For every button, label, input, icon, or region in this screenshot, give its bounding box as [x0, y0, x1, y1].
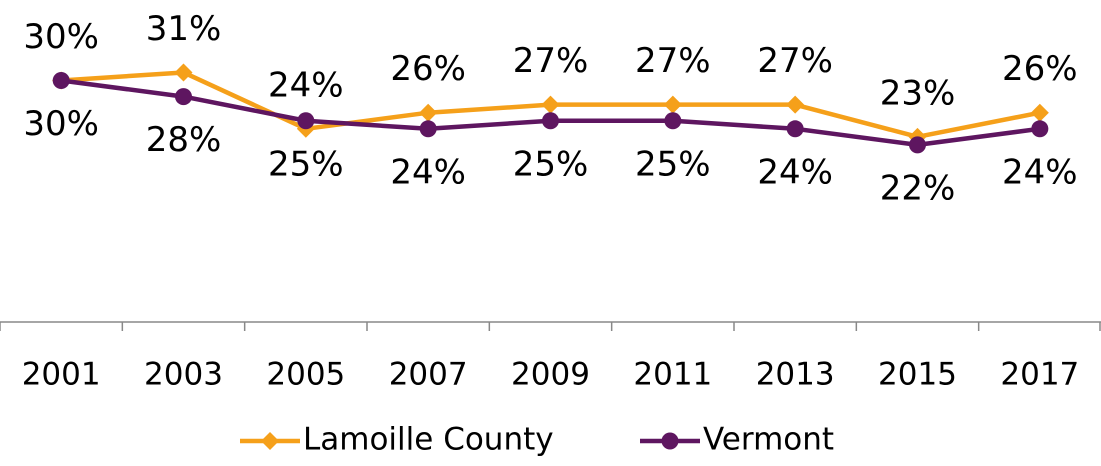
- data-label: 23%: [880, 73, 956, 113]
- data-label: 28%: [146, 120, 222, 160]
- marker: [909, 136, 926, 154]
- data-label: 25%: [268, 144, 344, 184]
- data-label: 26%: [1002, 49, 1078, 89]
- x-tick-label: 2009: [511, 357, 590, 393]
- x-tick-label: 2003: [144, 357, 223, 393]
- marker: [175, 88, 192, 106]
- x-tick-label: 2001: [22, 357, 101, 393]
- marker: [419, 103, 438, 122]
- data-label: 24%: [757, 152, 833, 192]
- marker: [664, 112, 682, 130]
- data-label: 31%: [146, 9, 222, 49]
- marker: [1030, 103, 1049, 122]
- x-tick-label: 2015: [878, 357, 957, 393]
- data-label: 22%: [880, 168, 956, 208]
- data-label: 27%: [513, 41, 589, 81]
- data-label: 25%: [513, 144, 589, 184]
- data-label: 27%: [635, 41, 711, 81]
- marker: [786, 95, 805, 114]
- marker: [419, 120, 437, 138]
- x-tick-label: 2005: [266, 357, 345, 393]
- marker: [786, 120, 804, 138]
- marker: [297, 112, 315, 130]
- x-tick-label: 2013: [756, 357, 835, 393]
- legend-label: Vermont: [703, 422, 834, 458]
- data-label: 27%: [757, 41, 833, 81]
- marker: [174, 63, 193, 82]
- data-label: 26%: [390, 49, 466, 89]
- data-label: 30%: [23, 104, 99, 144]
- data-label: 30%: [23, 17, 99, 57]
- marker: [541, 95, 560, 114]
- data-label: 24%: [1002, 152, 1078, 192]
- marker: [663, 95, 682, 114]
- data-label: 24%: [390, 152, 466, 192]
- x-tick-label: 2011: [633, 357, 712, 393]
- legend-marker: [261, 432, 279, 450]
- legend-marker: [661, 432, 679, 450]
- marker: [542, 112, 559, 130]
- legend-item: Vermont: [640, 422, 834, 458]
- data-label: 24%: [268, 65, 344, 105]
- x-tick-label: 2007: [389, 357, 468, 393]
- marker: [52, 72, 70, 89]
- marker: [1031, 120, 1049, 138]
- data-label: 25%: [635, 144, 711, 184]
- legend-label: Lamoille County: [303, 422, 554, 458]
- legend-item: Lamoille County: [240, 422, 554, 458]
- x-tick-label: 2017: [1000, 357, 1079, 393]
